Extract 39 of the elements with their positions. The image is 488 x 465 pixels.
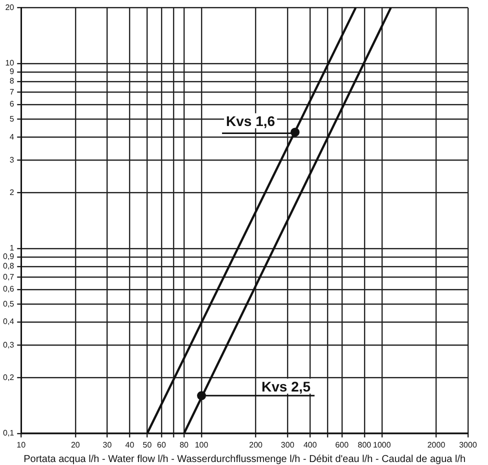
x-tick-label: 80: [180, 440, 190, 450]
y-tick-label: 0,7: [2, 272, 15, 282]
y-tick-label: 2: [10, 188, 15, 197]
x-tick-label: 200: [249, 440, 264, 450]
y-tick-label: 0,5: [2, 299, 15, 308]
x-tick-label: 300: [280, 440, 295, 450]
x-tick-label: 10: [16, 440, 26, 450]
y-tick-label: 4: [10, 132, 15, 142]
x-tick-label: 40: [125, 440, 135, 450]
y-tick-label: 0,6: [2, 284, 15, 294]
y-tick-label: 5: [10, 114, 15, 124]
x-tick-label: 50: [142, 440, 152, 450]
y-tick-label: 1: [10, 244, 15, 253]
y-tick-label: 0,4: [2, 317, 15, 326]
y-tick-label: 0,3: [2, 340, 15, 350]
y-tick-label: 0,1: [2, 428, 15, 438]
y-tick-label: 10: [5, 58, 15, 68]
y-tick-label: 6: [10, 100, 15, 109]
y-tick-label: 0,9: [2, 252, 15, 262]
x-tick-label: 2000: [427, 440, 446, 450]
x-tick-label: 60: [157, 440, 166, 450]
x-tick-label: 3000: [459, 440, 478, 450]
x-tick-label: 20: [70, 440, 80, 450]
x-axis-title: Portata acqua l/h - Water flow l/h - Wasserdurchflussmenge l/h - Débit d'eau l/h - Caudal de agua l/h: [24, 454, 466, 465]
x-tick-label: 800: [358, 440, 372, 450]
x-tick-label: 100: [194, 440, 209, 450]
x-tick-label: 400: [303, 440, 318, 450]
x-tick-label: 600: [335, 440, 350, 450]
x-tick-label: 1000: [373, 440, 392, 450]
y-tick-label: 9: [10, 67, 15, 76]
x-tick-label: 30: [102, 440, 112, 450]
annotation: Kvs 2,5: [262, 378, 311, 395]
y-tick-label: 0,2: [2, 372, 15, 382]
y-tick-label: 0,8: [2, 262, 15, 271]
y-tick-label: 8: [10, 76, 15, 86]
y-tick-label: 20: [5, 3, 15, 12]
y-tick-label: 3: [10, 155, 15, 164]
y-tick-label: 7: [10, 87, 15, 96]
annotation: Kvs 1,6: [226, 113, 276, 130]
